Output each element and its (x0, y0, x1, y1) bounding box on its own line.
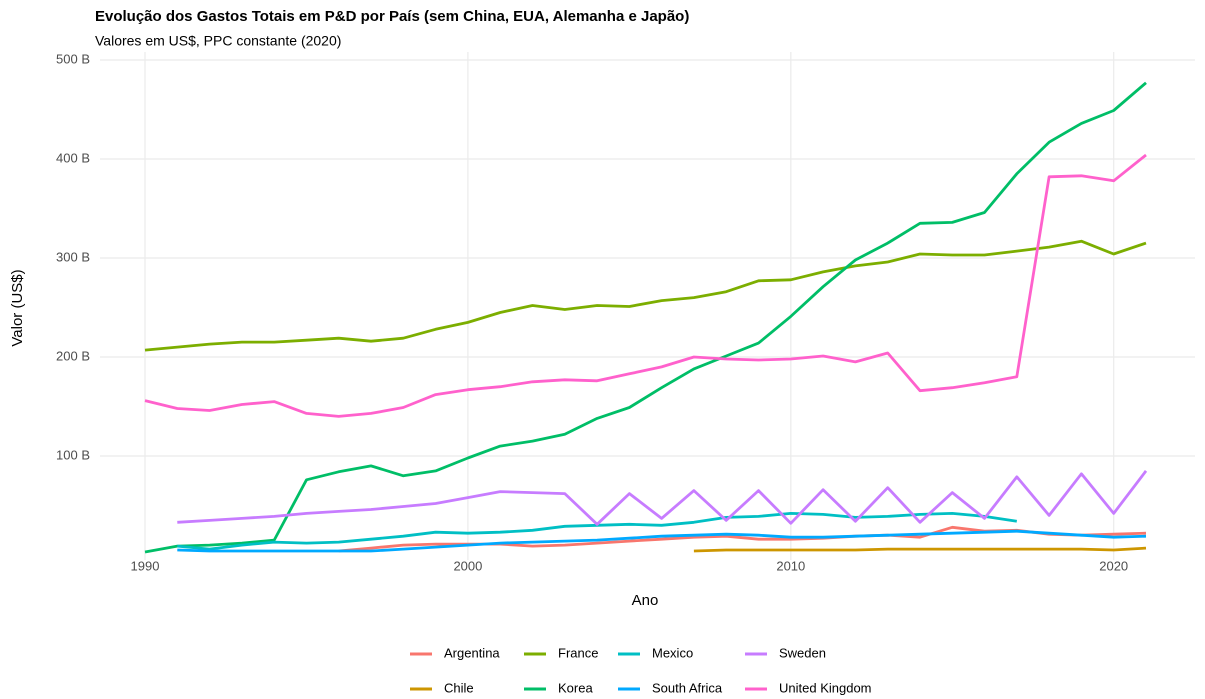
x-tick-label: 2000 (453, 558, 482, 573)
y-tick-label: 200 B (56, 348, 90, 363)
legend-label: France (558, 645, 598, 660)
y-tick-label: 300 B (56, 249, 90, 264)
y-tick-label: 500 B (56, 51, 90, 66)
y-axis-label: Valor (US$) (9, 269, 26, 346)
series-line (693, 546, 1147, 553)
legend-label: United Kingdom (779, 680, 872, 695)
series-line (144, 81, 1147, 554)
legend-label: Mexico (652, 645, 693, 660)
legend-label: Argentina (444, 645, 500, 660)
grid: 100 B 200 B 300 B 400 B 500 B 1990 2000 2010 202… (56, 51, 1195, 573)
legend-label: Chile (444, 680, 474, 695)
plot-lines (144, 81, 1148, 554)
x-tick-label: 2020 (1099, 558, 1128, 573)
series-line (144, 239, 1147, 352)
chart-title: Evolução dos Gastos Totais em P&D por Pa… (95, 8, 689, 25)
x-tick-label: 1990 (131, 558, 160, 573)
series-line (144, 153, 1147, 418)
legend-label: Korea (558, 680, 593, 695)
chart-subtitle: Valores em US$, PPC constante (2020) (95, 33, 341, 49)
legend-label: South Africa (652, 680, 723, 695)
x-tick-label: 2010 (776, 558, 805, 573)
legend: Argentina Chile France Korea Mexico South Afr… (410, 645, 872, 695)
x-axis-label: Ano (632, 592, 659, 609)
series-line (177, 470, 1148, 526)
legend-label: Sweden (779, 645, 826, 660)
y-tick-label: 100 B (56, 447, 90, 462)
y-tick-label: 400 B (56, 150, 90, 165)
series-line (177, 529, 1147, 553)
